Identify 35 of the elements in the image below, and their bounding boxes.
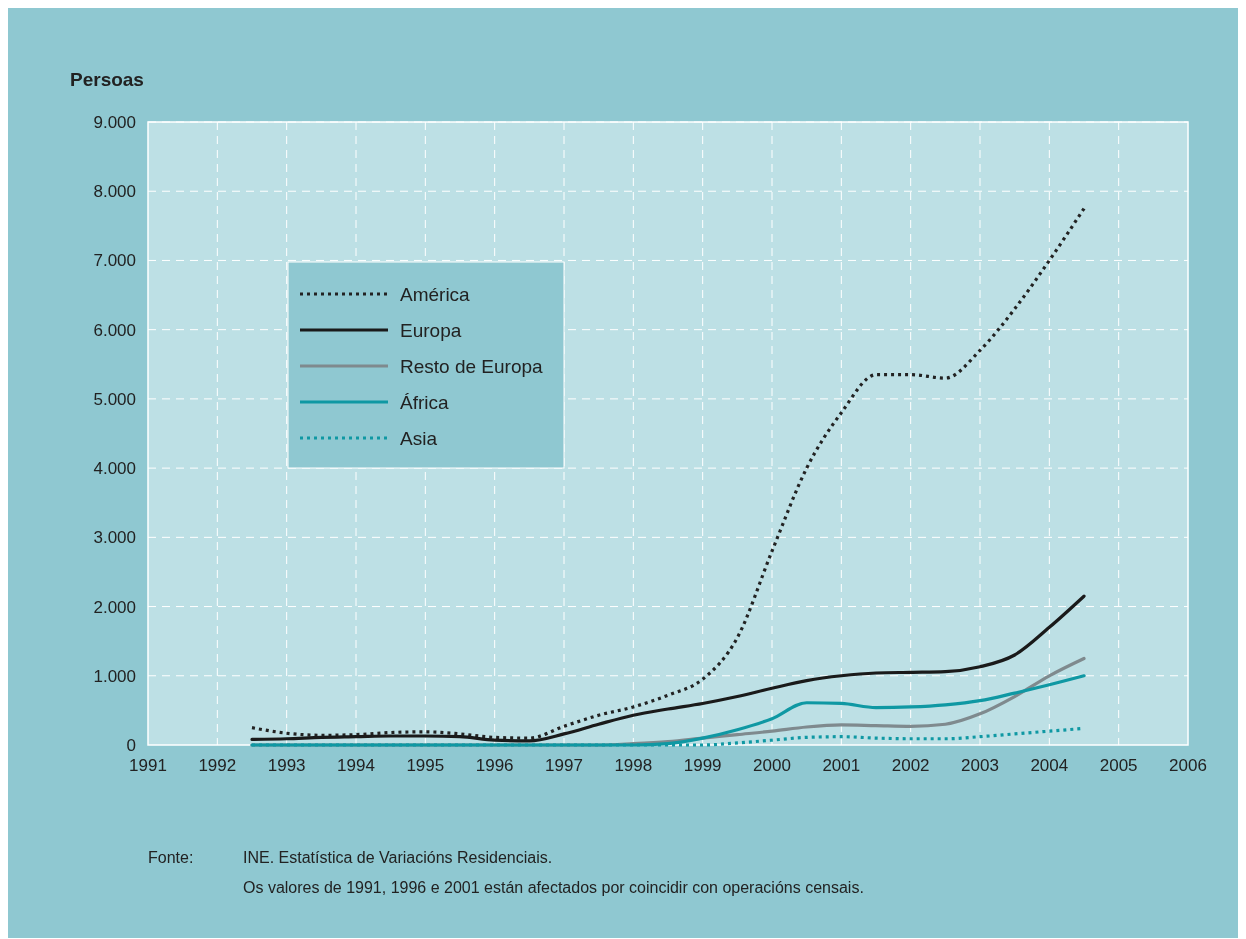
x-tick-label: 2002 bbox=[891, 756, 930, 775]
legend-label: Asia bbox=[400, 427, 438, 449]
y-tick-label: 5.000 bbox=[93, 389, 136, 409]
x-tick-label: 1991 bbox=[129, 756, 167, 775]
x-tick-label: 2000 bbox=[753, 756, 791, 775]
x-tick-label: 1993 bbox=[267, 756, 306, 775]
legend-label: Europa bbox=[400, 319, 462, 341]
y-tick-label: 3.000 bbox=[93, 528, 136, 548]
legend-label: América bbox=[400, 283, 471, 305]
y-tick-label: 1.000 bbox=[93, 666, 136, 686]
y-tick-label: 4.000 bbox=[93, 459, 136, 479]
source-note: Fonte: bbox=[148, 849, 194, 866]
x-tick-label: 1994 bbox=[337, 756, 375, 775]
x-tick-label: 1999 bbox=[683, 756, 722, 775]
x-tick-label: 1997 bbox=[545, 756, 583, 775]
x-tick-label: 1992 bbox=[198, 756, 237, 775]
y-tick-label: 9.000 bbox=[93, 112, 136, 132]
x-tick-label: 2004 bbox=[1030, 756, 1069, 775]
text: Os valores de 1991, 1996 e 2001 están afectados por coincidir con operacións censais. bbox=[243, 879, 864, 896]
text: INE. Estatística de Variacións Residenciais. bbox=[243, 849, 553, 866]
y-tick-label: 6.000 bbox=[93, 320, 136, 340]
x-tick-label: 1998 bbox=[614, 756, 653, 775]
x-tick-label: 2001 bbox=[822, 756, 861, 775]
y-tick-label: 7.000 bbox=[93, 251, 136, 271]
y-tick-label: 0 bbox=[126, 735, 136, 755]
y-axis-title: Persoas bbox=[70, 69, 144, 90]
x-tick-label: 2006 bbox=[1169, 756, 1207, 775]
y-tick-label: 8.000 bbox=[93, 182, 136, 202]
legend-label: Resto de Europa bbox=[400, 355, 544, 377]
x-tick-label: 2005 bbox=[1099, 756, 1138, 775]
y-tick-label: 2.000 bbox=[93, 597, 136, 617]
x-tick-label: 1996 bbox=[475, 756, 514, 775]
x-tick-label: 1995 bbox=[406, 756, 445, 775]
x-tick-label: 2003 bbox=[961, 756, 999, 775]
legend-label: África bbox=[400, 391, 449, 413]
